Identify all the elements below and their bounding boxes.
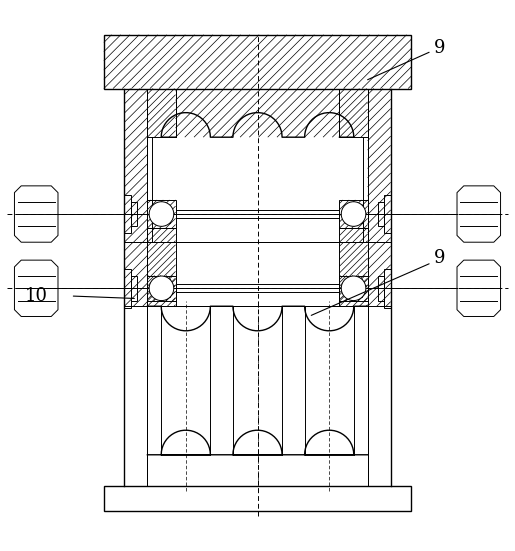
Circle shape [341, 202, 366, 226]
Text: 9: 9 [434, 39, 445, 57]
Circle shape [341, 276, 366, 301]
Text: 10: 10 [24, 287, 47, 305]
Polygon shape [457, 260, 501, 316]
Circle shape [149, 276, 174, 301]
Polygon shape [14, 186, 58, 242]
Polygon shape [14, 260, 58, 316]
Text: 9: 9 [434, 249, 445, 267]
Polygon shape [457, 186, 501, 242]
Circle shape [149, 202, 174, 226]
